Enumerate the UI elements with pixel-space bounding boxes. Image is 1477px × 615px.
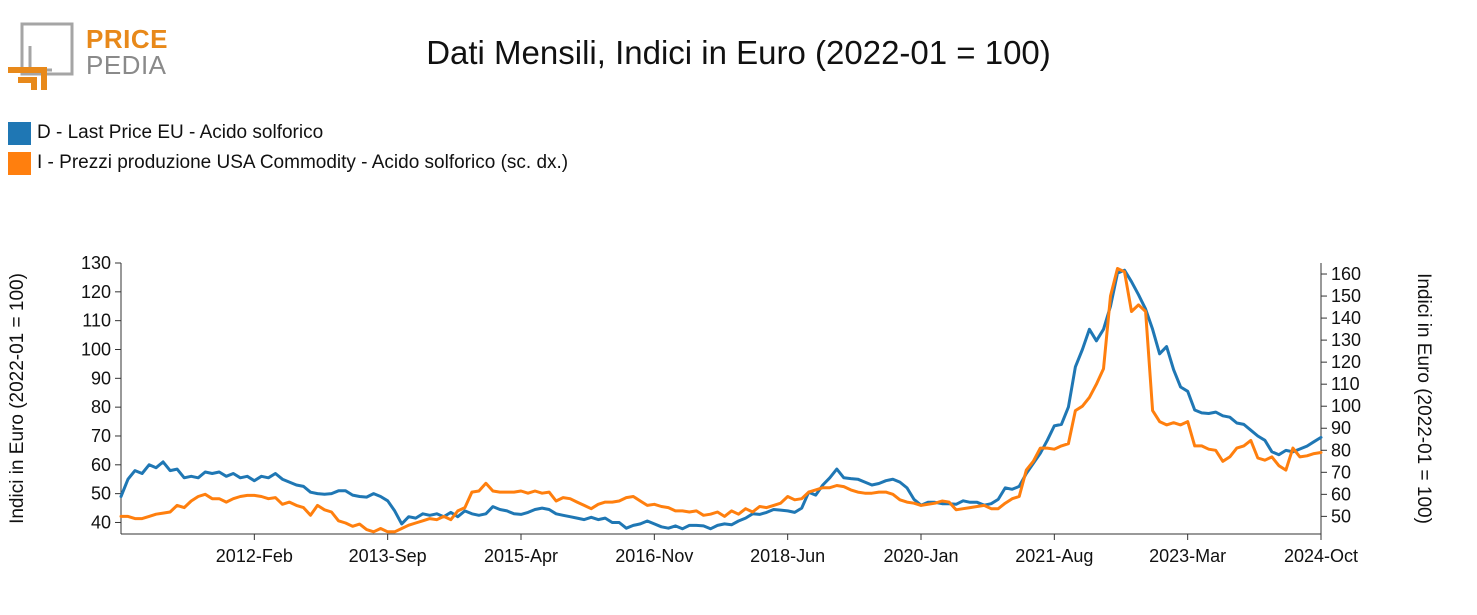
y-right-tick-label: 140 <box>1331 308 1361 328</box>
y-right-tick-label: 130 <box>1331 330 1361 350</box>
x-tick-label: 2013-Sep <box>349 546 427 566</box>
chart-title: Dati Mensili, Indici in Euro (2022-01 = … <box>426 34 1051 71</box>
x-tick-label: 2023-Mar <box>1149 546 1226 566</box>
y-axis-right-label: Indici in Euro (2022-01 = 100) <box>1413 273 1434 524</box>
y-right-tick-label: 90 <box>1331 418 1351 438</box>
y-right-tick-label: 150 <box>1331 286 1361 306</box>
legend-item-series-2[interactable]: I - Prezzi produzione USA Commodity - Ac… <box>8 148 568 178</box>
x-tick-label: 2018-Jun <box>750 546 825 566</box>
y-right-tick-label: 120 <box>1331 352 1361 372</box>
logo-text-price: PRICE <box>86 24 168 54</box>
x-tick-label: 2012-Feb <box>216 546 293 566</box>
x-tick-label: 2021-Aug <box>1015 546 1093 566</box>
logo-text-pedia: PEDIA <box>86 50 167 80</box>
y-left-tick-label: 60 <box>91 455 111 475</box>
y-right-tick-label: 100 <box>1331 396 1361 416</box>
chart-legend: D - Last Price EU - Acido solforico I - … <box>8 118 568 178</box>
y-right-tick-label: 110 <box>1331 374 1360 394</box>
legend-swatch-series-2 <box>8 151 31 175</box>
y-right-tick-label: 70 <box>1331 462 1351 482</box>
x-tick-label: 2020-Jan <box>883 546 958 566</box>
pricepedia-logo: PRICE PEDIA <box>8 20 168 94</box>
legend-label-series-2: I - Prezzi produzione USA Commodity - Ac… <box>37 152 569 173</box>
y-right-tick-label: 80 <box>1331 440 1351 460</box>
y-left-tick-label: 40 <box>91 512 111 532</box>
x-tick-label: 2024-Oct <box>1284 546 1358 566</box>
y-right-tick-label: 60 <box>1331 484 1351 504</box>
y-left-tick-label: 120 <box>81 282 111 302</box>
y-left-tick-label: 130 <box>81 253 111 273</box>
y-left-tick-label: 90 <box>91 368 111 388</box>
y-left-tick-label: 70 <box>91 426 111 446</box>
y-right-tick-label: 160 <box>1331 264 1361 284</box>
y-left-tick-label: 110 <box>82 311 111 331</box>
y-left-tick-label: 100 <box>81 339 111 359</box>
x-tick-label: 2015-Apr <box>484 546 558 566</box>
y-left-tick-label: 80 <box>91 397 111 417</box>
y-left-tick-label: 50 <box>91 484 111 504</box>
x-tick-label: 2016-Nov <box>615 546 693 566</box>
legend-label-series-1: D - Last Price EU - Acido solforico <box>37 122 324 143</box>
logo-mark-icon <box>8 22 74 90</box>
legend-swatch-series-1 <box>8 121 31 145</box>
series-line-2[interactable] <box>119 267 1323 534</box>
y-axis-left-label: Indici in Euro (2022-01 = 100) <box>7 273 28 524</box>
y-right-tick-label: 50 <box>1331 506 1351 526</box>
legend-item-series-1[interactable]: D - Last Price EU - Acido solforico <box>8 118 568 148</box>
